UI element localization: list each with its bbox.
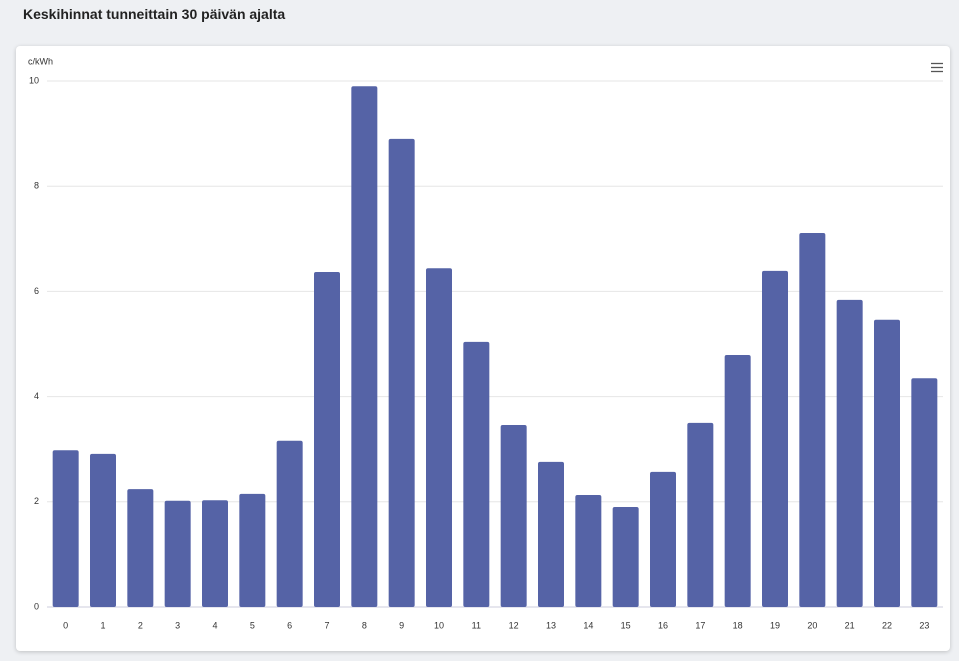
bar <box>90 453 116 607</box>
x-tick-label: 3 <box>175 620 180 630</box>
bar <box>276 440 303 607</box>
x-tick-label: 9 <box>399 620 404 630</box>
bar <box>836 299 863 607</box>
bar <box>724 355 751 607</box>
bar <box>388 138 415 608</box>
bar <box>687 422 714 607</box>
x-tick-label: 16 <box>658 620 668 630</box>
y-tick-label: 8 <box>34 181 39 191</box>
bar <box>463 341 490 607</box>
page-title: Keskihinnat tunneittain 30 päivän ajalta <box>23 6 286 22</box>
y-tick-label: 2 <box>34 496 39 506</box>
bar <box>799 233 826 608</box>
x-tick-label: 0 <box>63 620 68 630</box>
bar <box>239 493 266 607</box>
bar <box>762 270 788 607</box>
bar <box>351 86 378 607</box>
x-tick-label: 15 <box>621 620 631 630</box>
x-tick-label: 5 <box>250 620 255 630</box>
x-tick-label: 1 <box>100 620 105 630</box>
x-tick-label: 10 <box>434 620 444 630</box>
bar <box>127 489 154 607</box>
x-tick-label: 17 <box>695 620 705 630</box>
y-tick-label: 0 <box>34 601 39 611</box>
x-tick-label: 20 <box>807 620 817 630</box>
x-tick-label: 4 <box>212 620 217 630</box>
x-tick-label: 2 <box>138 620 143 630</box>
bar <box>500 425 527 607</box>
bar <box>911 378 938 607</box>
x-tick-label: 8 <box>362 620 367 630</box>
chart-menu[interactable] <box>931 62 943 73</box>
bar <box>612 507 639 607</box>
y-tick-label: 10 <box>29 75 39 85</box>
y-tick-label: 6 <box>34 286 39 296</box>
bar <box>538 461 564 607</box>
x-tick-label: 23 <box>919 620 929 630</box>
x-tick-label: 13 <box>546 620 556 630</box>
y-tick-label: 4 <box>34 391 39 401</box>
x-tick-label: 12 <box>509 620 519 630</box>
y-axis-label: c/kWh <box>28 56 53 66</box>
bar <box>164 500 191 607</box>
x-tick-label: 6 <box>287 620 292 630</box>
x-tick-label: 21 <box>845 620 855 630</box>
bar <box>314 271 340 607</box>
bar <box>52 450 79 607</box>
x-tick-label: 14 <box>583 620 593 630</box>
x-tick-label: 22 <box>882 620 892 630</box>
bar <box>575 494 602 607</box>
bar <box>650 471 676 607</box>
bar <box>874 319 900 607</box>
bar <box>426 268 452 607</box>
x-tick-label: 19 <box>770 620 780 630</box>
x-tick-label: 11 <box>472 620 481 630</box>
x-tick-label: 18 <box>733 620 743 630</box>
x-tick-label: 7 <box>324 620 329 630</box>
bar <box>202 500 228 607</box>
